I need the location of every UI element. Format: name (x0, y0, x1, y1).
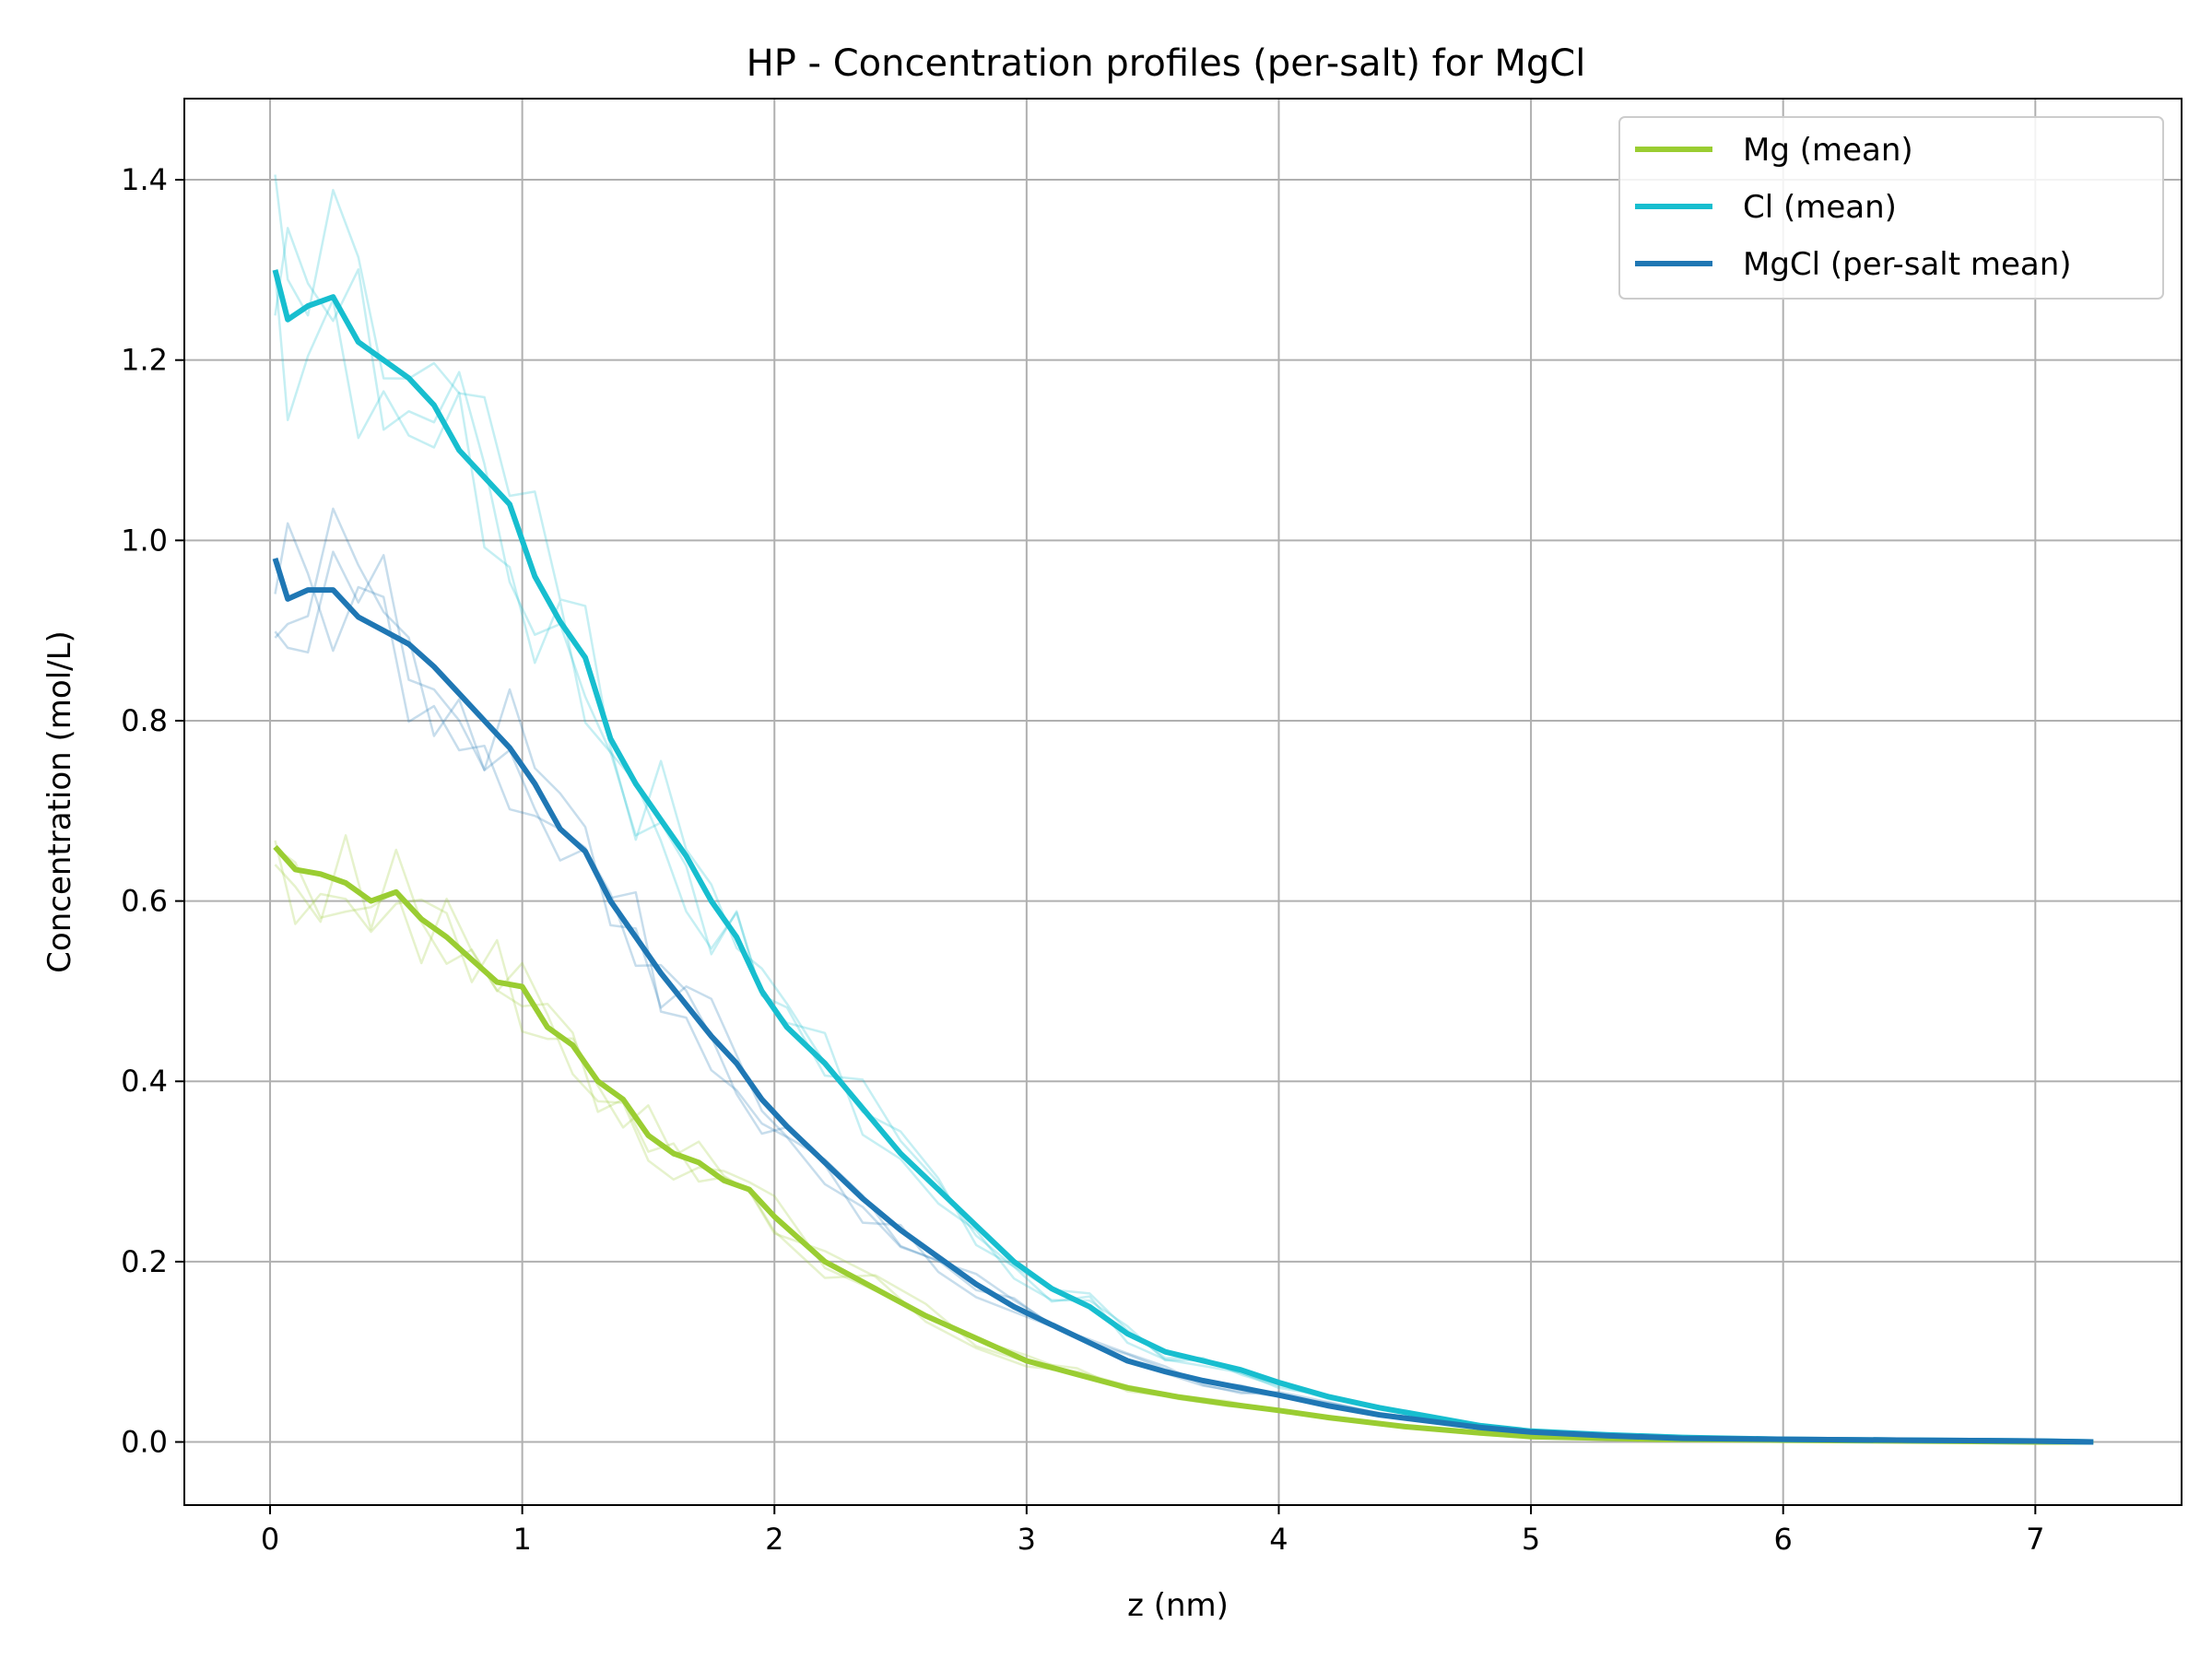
legend-box (1618, 116, 2164, 300)
x-tick-label: 1 (512, 1522, 531, 1557)
legend-label-1: Cl (mean) (1743, 189, 1897, 226)
y-axis-title: Concentration (mol/L) (41, 630, 78, 973)
y-tick-label: 1.0 (121, 523, 168, 558)
x-tick-label: 2 (765, 1522, 783, 1557)
x-tick-label: 3 (1018, 1522, 1036, 1557)
x-tick-label: 7 (2026, 1522, 2044, 1557)
x-tick-label: 4 (1269, 1522, 1288, 1557)
y-tick-label: 1.4 (121, 162, 168, 197)
y-tick-label: 1.2 (121, 343, 168, 378)
y-tick-label: 0.2 (121, 1244, 168, 1279)
chart-title: HP - Concentration profiles (per-salt) f… (747, 42, 1586, 85)
grid-layer (184, 99, 2182, 1505)
y-tick-label: 0.0 (121, 1425, 168, 1460)
x-axis-title: z (nm) (1127, 1587, 1229, 1624)
legend-label-0: Mg (mean) (1743, 132, 1913, 169)
tick-layer: 0 1 2 3 4 5 6 7 0.0 0.2 0.4 0.6 0.8 1.0 1.2 1.4 (121, 162, 2044, 1557)
x-tick-label: 0 (261, 1522, 279, 1557)
legend-label-2: MgCl (per-salt mean) (1743, 246, 2072, 283)
x-tick-label: 6 (1774, 1522, 1793, 1557)
legend: Mg (mean) Cl (mean) MgCl (per-salt mean) (1618, 116, 2164, 300)
plot-frame (183, 98, 2183, 1506)
y-tick-label: 0.4 (121, 1064, 168, 1099)
x-tick-label: 5 (1522, 1522, 1540, 1557)
series-line-2 (272, 558, 2094, 1445)
y-tick-label: 0.8 (121, 703, 168, 738)
series-line-0 (273, 844, 2094, 1445)
series-line-1 (272, 269, 2094, 1445)
y-tick-label: 0.6 (121, 884, 168, 919)
series-layer (272, 269, 2094, 1445)
